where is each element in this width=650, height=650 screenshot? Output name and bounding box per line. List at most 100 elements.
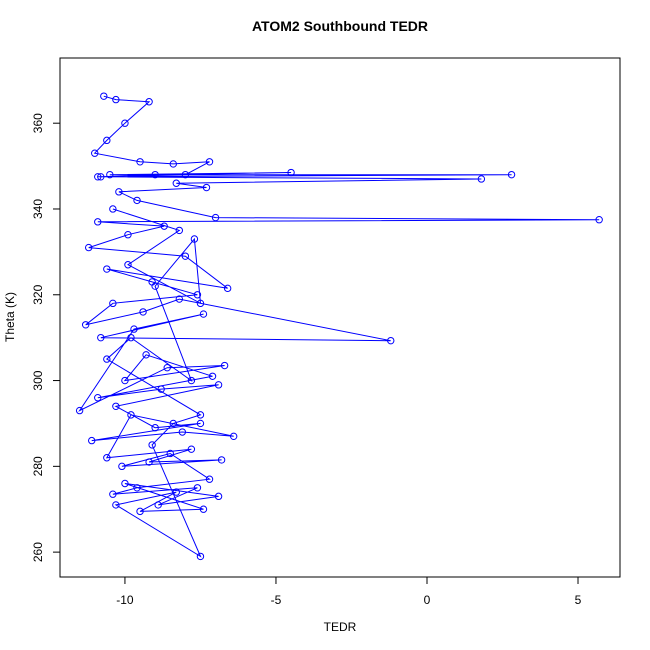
data-point	[160, 222, 168, 230]
x-tick-label: 5	[575, 593, 582, 607]
data-point	[133, 196, 141, 205]
data-point	[97, 333, 105, 342]
data-point	[103, 355, 111, 363]
data-point	[196, 552, 205, 561]
data-point	[214, 381, 223, 389]
data-point	[196, 419, 205, 428]
data-point	[181, 170, 190, 179]
data-point	[112, 501, 120, 509]
data-point	[507, 170, 516, 179]
data-point	[136, 158, 144, 166]
x-axis-label: TEDR	[324, 620, 357, 634]
y-tick-label: 340	[31, 199, 45, 219]
data-point	[157, 385, 165, 393]
data-point	[145, 458, 153, 466]
data-point	[133, 484, 141, 492]
data-point	[115, 188, 123, 196]
data-point	[175, 226, 184, 235]
data-point	[178, 428, 187, 436]
data-point	[287, 168, 295, 177]
data-point	[199, 310, 208, 318]
data-point	[97, 173, 105, 181]
data-point	[477, 175, 486, 183]
data-point	[208, 372, 217, 380]
x-tick-label: -5	[271, 593, 282, 607]
data-point	[124, 231, 132, 239]
data-point	[172, 488, 180, 496]
data-point	[193, 484, 202, 492]
data-point	[103, 454, 111, 462]
data-point	[103, 136, 111, 145]
data-point	[205, 475, 214, 483]
data-point	[103, 265, 111, 273]
data-point	[109, 205, 117, 213]
data-point	[106, 170, 114, 179]
chart-title: ATOM2 Southbound TEDR	[252, 18, 428, 34]
y-tick-label: 280	[31, 456, 45, 476]
data-point	[75, 406, 84, 415]
data-point	[94, 218, 102, 226]
y-tick-label: 320	[31, 284, 45, 304]
data-point	[121, 119, 129, 127]
data-point	[211, 213, 220, 222]
y-tick-label: 260	[31, 542, 45, 562]
data-point	[163, 363, 171, 372]
data-point	[121, 376, 129, 385]
data-point	[142, 351, 150, 359]
y-tick-label: 360	[31, 113, 45, 133]
x-tick-label: -10	[116, 593, 134, 607]
data-point	[109, 299, 117, 308]
data-point	[148, 441, 156, 449]
data-point	[181, 252, 190, 260]
data-point	[175, 295, 184, 303]
data-point	[127, 411, 135, 419]
data-point	[196, 299, 205, 308]
data-point	[112, 402, 120, 410]
data-point	[595, 216, 603, 224]
data-point	[124, 261, 132, 269]
x-tick-label: 0	[424, 593, 431, 607]
data-point	[94, 173, 102, 181]
data-point	[145, 98, 153, 106]
data-point	[109, 490, 117, 498]
data-point	[190, 235, 199, 243]
data-point	[196, 411, 205, 419]
data-point	[172, 179, 180, 187]
data-point	[220, 361, 229, 370]
data-point	[169, 419, 177, 428]
y-axis-label: Theta (K)	[3, 292, 17, 342]
data-point	[100, 92, 108, 100]
data-point	[130, 325, 138, 333]
data-point	[112, 95, 120, 104]
data-point	[193, 291, 202, 299]
data-point	[199, 505, 208, 513]
data-point	[151, 170, 159, 179]
data-point	[88, 436, 96, 445]
data-point	[151, 282, 159, 290]
data-point	[205, 158, 214, 166]
data-point	[136, 507, 144, 516]
data-point	[139, 308, 147, 316]
data-point	[229, 432, 238, 441]
data-point	[81, 321, 90, 329]
data-point	[151, 424, 159, 432]
data-point	[154, 501, 162, 509]
data-point	[127, 333, 135, 342]
y-tick-label: 300	[31, 370, 45, 390]
data-point	[187, 445, 196, 453]
data-point	[118, 462, 126, 471]
data-point	[169, 160, 177, 168]
data-point	[214, 492, 223, 501]
data-point	[121, 479, 129, 488]
data-point	[84, 243, 93, 252]
data-point	[223, 284, 232, 293]
data-line	[78, 95, 600, 558]
data-point	[166, 449, 174, 458]
data-point	[387, 336, 395, 345]
data-point	[217, 456, 226, 464]
data-point	[94, 394, 102, 402]
data-point	[91, 149, 99, 157]
data-point	[187, 376, 196, 385]
data-point	[202, 183, 211, 192]
